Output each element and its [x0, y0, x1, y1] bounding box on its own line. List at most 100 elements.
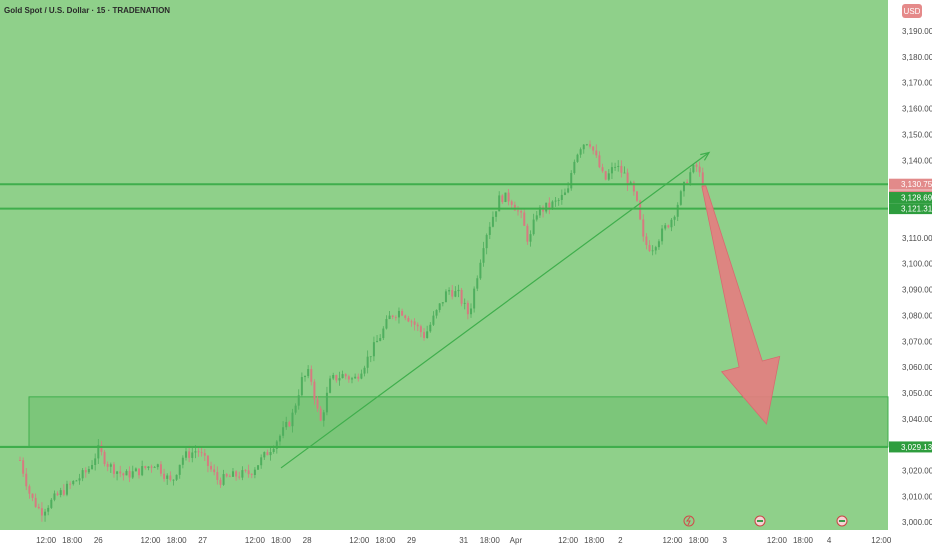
x-tick-label: 28	[303, 536, 312, 545]
candle-body	[159, 464, 162, 474]
candle-body	[535, 215, 538, 220]
candle-body	[404, 315, 407, 319]
candle	[557, 198, 560, 206]
candle	[410, 319, 413, 327]
candle-body	[598, 155, 601, 168]
candle-body	[282, 427, 285, 436]
candle	[476, 275, 479, 292]
candle-body	[376, 340, 379, 343]
candle-body	[28, 486, 31, 494]
candle-body	[645, 236, 648, 246]
candle	[548, 197, 551, 215]
x-tick-label: 12:00	[871, 536, 892, 545]
plot-area[interactable]	[0, 0, 888, 530]
candle-body	[106, 464, 109, 467]
candle	[34, 493, 37, 508]
candle-body	[206, 455, 209, 466]
candle-body	[432, 315, 435, 325]
candle-body	[128, 470, 131, 478]
candle-body	[335, 374, 338, 381]
candle	[657, 239, 660, 250]
y-axis: 3,190.00 3,180.00 3,170.00 3,160.00 3,150.00…	[902, 27, 932, 527]
candle-body	[463, 302, 466, 304]
candle	[419, 324, 422, 338]
candle	[423, 328, 426, 341]
candle-body	[438, 303, 441, 310]
candle	[172, 479, 175, 486]
candle	[488, 222, 491, 240]
candle-body	[639, 200, 642, 220]
candle-body	[454, 291, 457, 297]
candles-layer	[19, 140, 704, 522]
candle-body	[69, 483, 72, 485]
demand-zone[interactable]	[28, 396, 889, 448]
candle	[238, 471, 241, 480]
candle-body	[313, 381, 316, 400]
candle-body	[103, 451, 106, 465]
candle-body	[369, 356, 372, 358]
candle-body	[319, 408, 322, 421]
candle	[257, 465, 260, 471]
candle-body	[626, 172, 629, 185]
x-tick-label: 18:00	[584, 536, 605, 545]
candle	[100, 440, 103, 456]
candle-body	[37, 506, 40, 509]
y-tick-label: 3,020.00	[902, 467, 932, 476]
candle	[304, 375, 307, 382]
candle-body	[501, 195, 504, 202]
candle	[636, 190, 639, 202]
candle	[116, 470, 119, 481]
candle-body	[81, 470, 84, 479]
candle-body	[488, 226, 491, 235]
x-tick-label: 12:00	[558, 536, 579, 545]
candle-body	[648, 245, 651, 252]
lines-layer	[0, 151, 888, 469]
candle	[516, 205, 519, 216]
candle	[354, 373, 357, 379]
trendline[interactable]	[280, 152, 710, 469]
candle	[69, 481, 72, 490]
candle	[213, 464, 216, 476]
candle	[175, 474, 178, 481]
candle-body	[222, 474, 225, 485]
candle-body	[548, 202, 551, 208]
candle	[360, 369, 363, 380]
candle-body	[460, 289, 463, 304]
candle	[610, 162, 613, 179]
candle-body	[416, 324, 419, 327]
candle	[529, 230, 532, 247]
candle-body	[532, 219, 535, 235]
time-axis-panel[interactable]	[0, 530, 888, 550]
candle	[228, 474, 231, 478]
price-tag-green: 3,029.13	[889, 441, 932, 453]
candle	[247, 464, 250, 478]
candle	[59, 487, 62, 498]
candle-body	[589, 144, 592, 147]
candle	[184, 447, 187, 461]
lightning-event-icon[interactable]	[683, 515, 695, 527]
candle	[651, 245, 654, 256]
candle-body	[382, 328, 385, 339]
candle	[495, 211, 498, 222]
price-axis-panel[interactable]	[888, 0, 932, 550]
candle	[153, 465, 156, 468]
candle	[150, 464, 153, 473]
candle-body	[285, 421, 288, 428]
candle-body	[65, 483, 68, 495]
candle-body	[545, 202, 548, 212]
candle	[166, 473, 169, 485]
currency-button[interactable]	[902, 4, 922, 18]
candle-body	[701, 172, 704, 188]
candle	[291, 408, 294, 433]
candle	[401, 308, 404, 317]
candle-body	[19, 460, 21, 461]
candle-body	[585, 144, 588, 146]
candle-body	[344, 374, 347, 377]
candle	[520, 209, 523, 219]
candle-body	[341, 374, 344, 379]
y-tick-label: 3,060.00	[902, 363, 932, 372]
x-tick-label: 18:00	[167, 536, 188, 545]
bearish-projection-arrow[interactable]	[701, 185, 781, 425]
candle-body	[579, 149, 582, 155]
